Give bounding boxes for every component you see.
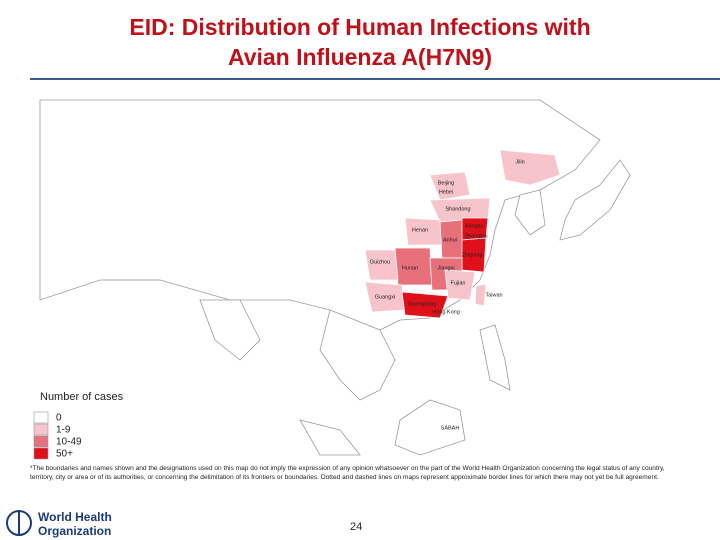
legend-swatch [33, 423, 49, 436]
province [364, 249, 399, 281]
myanmar [199, 299, 261, 361]
province-label: Guizhou [370, 259, 391, 265]
title-rule [30, 78, 720, 80]
province [499, 149, 561, 186]
province-label: Fujian [451, 280, 466, 286]
province-label: Guangxi [375, 294, 396, 300]
page-number: 24 [350, 521, 363, 533]
province-label: Hong Kong [432, 309, 460, 315]
province-label: Shandong [445, 206, 470, 212]
province-label: Beijing [438, 180, 455, 186]
legend-swatch [33, 411, 49, 424]
province [429, 171, 471, 201]
province [444, 269, 476, 301]
legend-title: Number of cases [40, 391, 124, 403]
legend-label: 1-9 [56, 425, 71, 436]
logo-text: Organization [38, 524, 112, 538]
province [401, 291, 449, 319]
legend-label: 10-49 [56, 437, 82, 448]
borneo [394, 399, 466, 456]
province-label: Hebei [439, 189, 453, 195]
province-label: Jiangxi [437, 265, 454, 271]
province-label: Guangdong [408, 301, 437, 307]
sumatra [299, 419, 361, 456]
province-label: Jiangsu [465, 223, 484, 229]
korea [514, 189, 546, 236]
who-logo: World Health Organization [4, 508, 144, 540]
who-emblem [6, 510, 32, 536]
legend-swatch [33, 435, 49, 448]
logo-text: World Health [38, 510, 112, 524]
province-label: Zhejiang [461, 252, 482, 258]
province-label: Jilin [515, 159, 524, 165]
province-label: Taiwan [485, 292, 502, 298]
province-label: Anhui [443, 237, 457, 243]
province-label: SABAH [441, 425, 460, 431]
legend-label: 0 [56, 413, 62, 424]
title-line: Avian Influenza A(H7N9) [227, 44, 493, 70]
province-label: Hunan [402, 265, 418, 271]
legend-label: 50+ [56, 449, 73, 460]
province-label: Shanghai [464, 233, 487, 239]
province-labels: Jilin Beijing Hebei Shandong Henan Jiangsu Anh… [370, 159, 525, 431]
disclaimer: *The boundaries and names shown and the … [30, 465, 665, 481]
indochina [319, 309, 396, 401]
provinces [364, 149, 561, 319]
province [474, 283, 487, 307]
legend-swatch [33, 447, 49, 460]
japan [559, 159, 631, 241]
province-label: Henan [412, 227, 428, 233]
philippines [479, 324, 511, 391]
title-line: EID: Distribution of Human Infections wi… [129, 14, 591, 40]
